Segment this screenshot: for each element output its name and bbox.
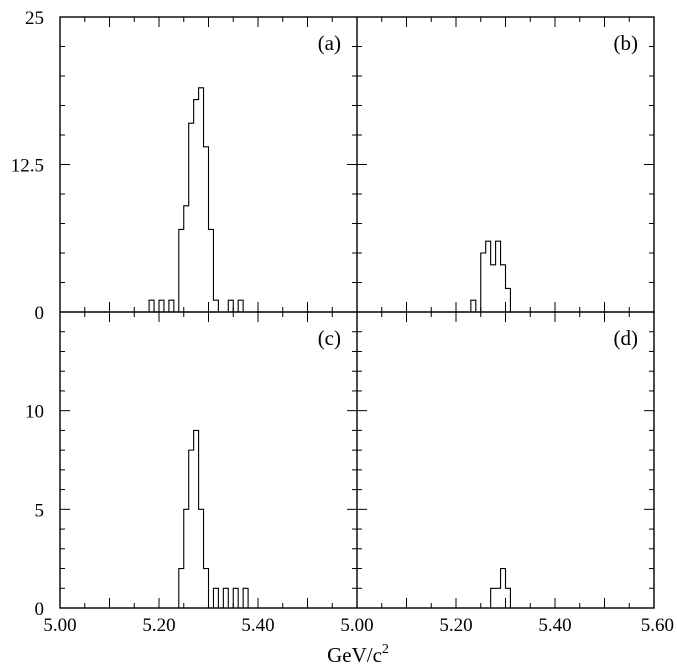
x-axis-title-superscript: 2: [382, 642, 389, 657]
histogram-b: [470, 240, 516, 313]
x-tick-label-right: 5.00: [340, 615, 373, 636]
panel-label-b: (b): [614, 31, 639, 55]
y-tick-label-bottom: 0: [35, 599, 45, 620]
x-tick-label-left: 5.40: [241, 615, 274, 636]
x-axis-title: GeV/c2: [327, 642, 389, 667]
panel-label-d: (d): [614, 326, 639, 350]
y-tick-label-top: 12.5: [11, 156, 44, 177]
y-tick-label-top: 0: [35, 303, 45, 324]
x-tick-label-right: 5.20: [439, 615, 472, 636]
panel-label-a: (a): [318, 31, 341, 55]
panel-label-c: (c): [318, 326, 341, 350]
tick-marks-layer: [59, 16, 655, 609]
x-tick-label-right: 5.60: [641, 615, 674, 636]
tick-labels-layer: (a) (b) (c) (d) 0 12.5 25 0 5 10 5.00 5.20 5.40 5.00 5…: [11, 8, 674, 636]
histogram-a: [148, 87, 244, 313]
histogram-d: [490, 567, 511, 608]
x-tick-label-left: 5.00: [43, 615, 76, 636]
histogram-c: [178, 429, 249, 609]
y-tick-label-top: 25: [25, 8, 44, 29]
x-axis-title-unit: GeV/c: [327, 643, 382, 667]
y-tick-label-bottom: 10: [25, 402, 44, 423]
x-tick-label-right: 5.40: [538, 615, 571, 636]
x-tick-label-left: 5.20: [142, 615, 175, 636]
y-tick-label-bottom: 5: [35, 500, 45, 521]
